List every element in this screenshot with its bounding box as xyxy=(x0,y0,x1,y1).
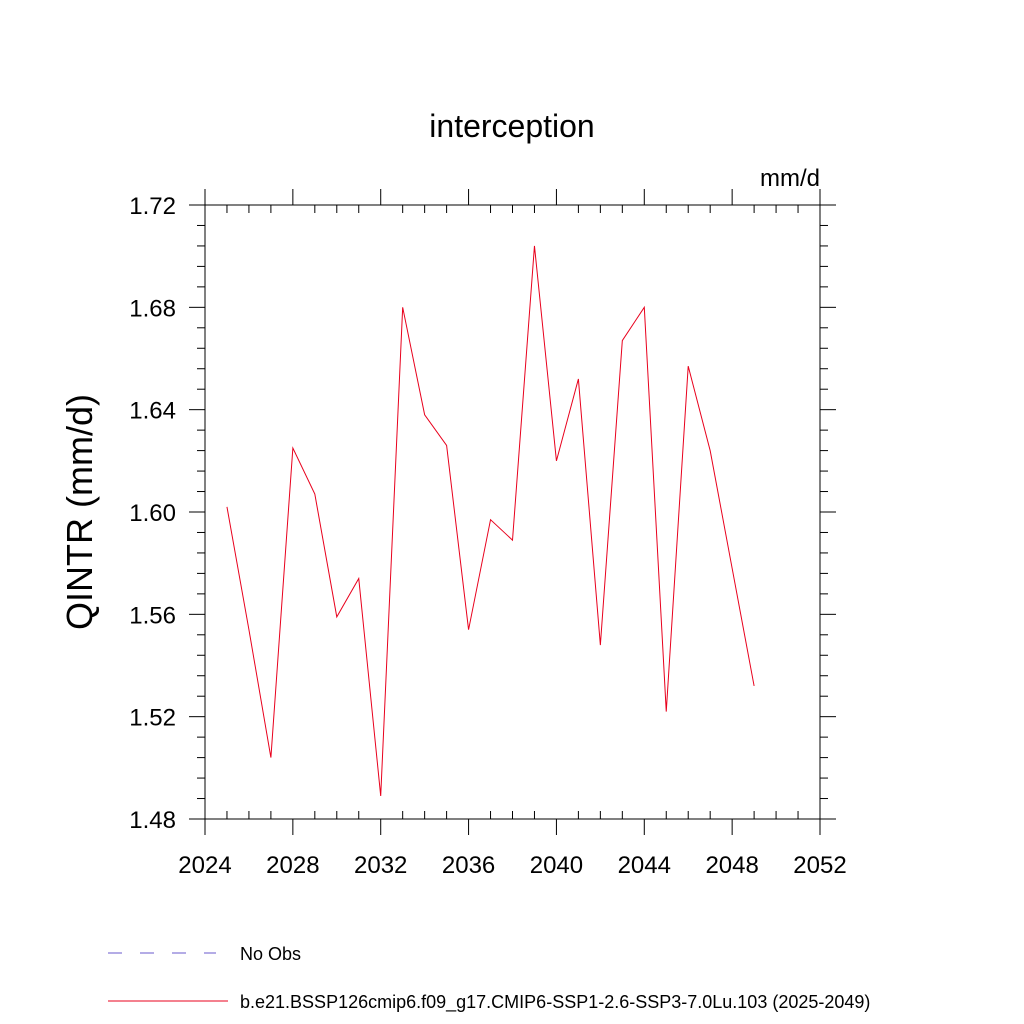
y-tick-label: 1.72 xyxy=(129,193,176,220)
series-layer xyxy=(226,245,755,797)
y-tick-label: 1.52 xyxy=(129,705,176,732)
y-tick-label: 1.48 xyxy=(129,807,176,834)
x-tick-label: 2036 xyxy=(442,852,495,879)
x-tick-label: 2028 xyxy=(266,852,319,879)
y-tick-label: 1.56 xyxy=(129,602,176,629)
y-axis-label: QINTR (mm/d) xyxy=(59,394,100,630)
plot-frame xyxy=(204,204,821,820)
x-tick-label: 2040 xyxy=(530,852,583,879)
x-tick-label: 2048 xyxy=(705,852,758,879)
y-tick-label: 1.60 xyxy=(129,500,176,527)
units-label: mm/d xyxy=(760,165,820,192)
legend: No Obs b.e21.BSSP126cmip6.f09_g17.CMIP6-S… xyxy=(108,944,870,1013)
y-tick-label: 1.64 xyxy=(129,398,176,425)
y-tick-label: 1.68 xyxy=(129,295,176,322)
series-line xyxy=(226,245,755,797)
x-tick-label: 2024 xyxy=(178,852,231,879)
chart-title: interception xyxy=(429,108,594,144)
x-tick-label: 2032 xyxy=(354,852,407,879)
axes: 2024 2028 2032 2036 2040 2044 2048 2052 1.48 1.52… xyxy=(129,189,847,879)
x-tick-label: 2052 xyxy=(793,852,846,879)
legend-label: b.e21.BSSP126cmip6.f09_g17.CMIP6-SSP1-2.… xyxy=(240,992,870,1013)
legend-label: No Obs xyxy=(240,944,301,964)
x-tick-label: 2044 xyxy=(618,852,671,879)
